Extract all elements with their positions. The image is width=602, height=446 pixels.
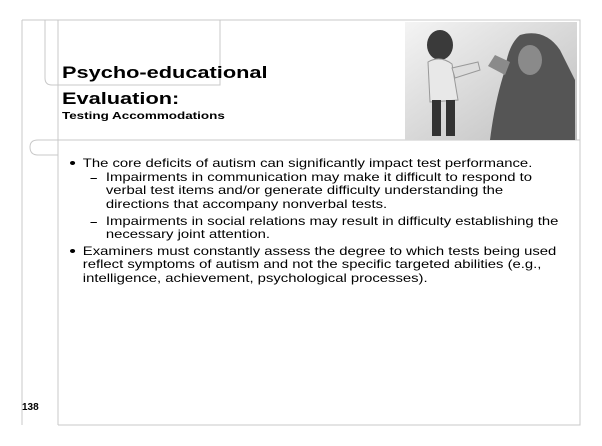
- slide-title: Psycho-educational Evaluation:: [62, 63, 268, 108]
- title-block: Psycho-educational Evaluation: Testing A…: [62, 60, 286, 122]
- sub-bullet: Impairments in communication may make it…: [70, 171, 563, 211]
- page-number: 138: [22, 402, 39, 413]
- bullet-list: The core deficits of autism can signific…: [70, 157, 563, 286]
- photo: [405, 22, 577, 140]
- divider: [29, 139, 580, 156]
- frame-outline: [22, 19, 581, 426]
- slide-subtitle: Testing Accommodations: [62, 110, 225, 122]
- bullet: Examiners must constantly assess the deg…: [70, 245, 563, 285]
- sub-bullet: Impairments in social relations may resu…: [70, 215, 563, 241]
- title-bracket: [44, 20, 221, 86]
- bullet: The core deficits of autism can signific…: [70, 157, 563, 170]
